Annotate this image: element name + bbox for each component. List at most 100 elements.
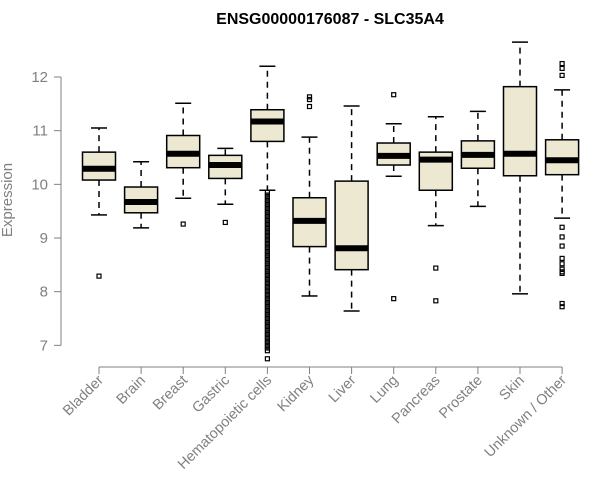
outlier-point [264, 283, 270, 289]
outlier-point [391, 92, 397, 98]
outlier-point [264, 348, 270, 354]
y-axis: 7 8 9 10 11 12 [31, 69, 62, 354]
outlier-point [559, 300, 565, 307]
outlier-point [264, 256, 270, 263]
y-tick-label: 9 [40, 230, 48, 247]
outlier-point [306, 96, 313, 103]
y-tick-label: 7 [40, 337, 48, 354]
box-iqr [250, 108, 285, 143]
outlier-point [96, 273, 102, 279]
x-tick-label: Skin [497, 373, 528, 404]
outlier-point [264, 251, 270, 257]
box-group [502, 41, 538, 295]
box-group [334, 105, 369, 312]
outlier-point [306, 94, 313, 100]
outlier-point [264, 272, 270, 279]
outlier-point [264, 342, 270, 348]
outlier-point [264, 264, 270, 271]
outlier-point [264, 334, 270, 340]
outlier-point [559, 60, 565, 67]
outlier-point [264, 240, 270, 246]
outlier-point [264, 243, 270, 249]
outlier-point [559, 234, 565, 240]
outlier-point [559, 243, 565, 249]
outlier-point [264, 315, 270, 322]
x-tick-label: Brain [114, 373, 149, 408]
outlier-point [264, 281, 270, 287]
outlier-point [264, 248, 270, 255]
y-tick-label: 12 [31, 69, 48, 86]
outlier-point [264, 230, 270, 236]
outlier-point [264, 337, 270, 343]
box-group [292, 94, 327, 297]
outlier-point [180, 221, 186, 227]
outlier-point [264, 262, 270, 268]
outlier-point [264, 208, 270, 214]
outlier-point [264, 189, 270, 195]
box-group [544, 60, 580, 310]
box-group [250, 65, 285, 362]
outlier-point [264, 294, 270, 300]
outlier-point [433, 298, 439, 304]
box-group [123, 161, 159, 229]
outlier-point [264, 313, 270, 319]
outlier-point [264, 275, 270, 281]
outlier-point [559, 255, 565, 262]
outlier-point [264, 200, 270, 206]
outlier-point [264, 259, 270, 265]
outlier-point [306, 103, 313, 110]
outlier-point [559, 72, 565, 78]
outlier-point [264, 192, 270, 198]
box-iqr [502, 85, 538, 177]
outlier-point [264, 270, 270, 276]
outlier-point [264, 278, 270, 284]
box-group [376, 92, 411, 302]
box-group [418, 115, 454, 304]
outlier-point [264, 203, 270, 209]
outlier-point [264, 235, 270, 241]
box-iqr [334, 180, 369, 271]
outlier-point [264, 205, 270, 212]
outlier-point [264, 238, 270, 244]
outlier-point [264, 332, 270, 338]
y-tick-label: 10 [31, 176, 48, 193]
outlier-point [433, 265, 439, 271]
outlier-point [264, 297, 270, 303]
box-group [208, 147, 243, 226]
outlier-point [559, 65, 565, 72]
x-tick-label: Kidney [275, 372, 318, 415]
outlier-point [264, 246, 270, 252]
outlier-point [264, 254, 270, 260]
outlier-point [264, 345, 270, 351]
outlier-point [391, 296, 397, 302]
outlier-point [559, 270, 565, 277]
outlier-point [559, 224, 565, 230]
x-tick-label: Breast [150, 373, 191, 414]
outlier-point [264, 291, 270, 297]
y-tick-label: 8 [40, 284, 48, 301]
outlier-point [264, 286, 270, 292]
outlier-point [264, 289, 270, 295]
outlier-point [264, 211, 270, 217]
outlier-point [222, 219, 228, 226]
outlier-point [559, 261, 565, 267]
box-group [165, 102, 201, 227]
outlier-point [264, 195, 270, 201]
outlier-point [264, 307, 270, 314]
outlier-point [264, 302, 270, 308]
outlier-point [264, 340, 270, 346]
outlier-point [264, 299, 270, 306]
outlier-point [264, 323, 270, 330]
outlier-point [264, 224, 270, 230]
outlier-point [559, 304, 565, 310]
outlier-point [264, 197, 270, 204]
box-group [81, 127, 117, 279]
outlier-point [264, 318, 270, 324]
x-tick-label: Lung [367, 373, 401, 407]
box-series [81, 41, 580, 362]
y-tick-label: 11 [32, 123, 48, 140]
x-tick-label: Liver [326, 372, 360, 406]
outlier-point [264, 326, 270, 332]
outlier-point [264, 267, 270, 273]
